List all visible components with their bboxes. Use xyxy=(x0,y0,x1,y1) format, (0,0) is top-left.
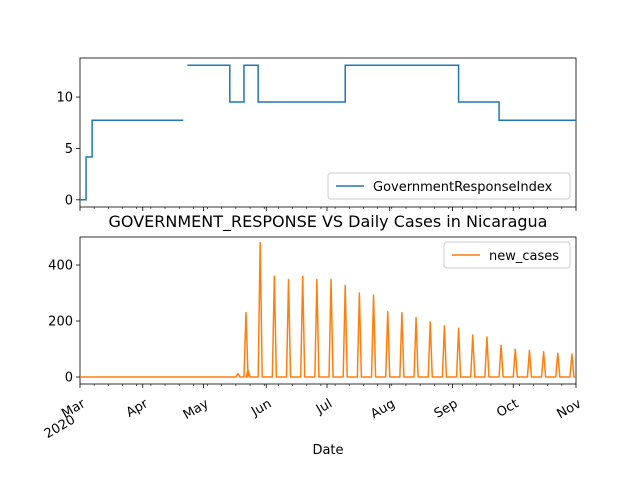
bottom-series-lines xyxy=(80,241,576,378)
chart-title: GOVERNMENT_RESPONSE VS Daily Cases in Ni… xyxy=(109,212,548,232)
top-series-line xyxy=(80,119,184,201)
top-series-line xyxy=(187,64,576,122)
bottom-legend-label: new_cases xyxy=(489,249,559,264)
bottom-y-tick-label: 200 xyxy=(48,315,73,330)
x-tick-label: Aug xyxy=(368,396,397,422)
x-axis-label: Date xyxy=(312,443,343,458)
bottom-legend-box xyxy=(443,241,571,269)
x-tick-label: Jul xyxy=(313,396,335,417)
top-y-ticks: 0 5 10 xyxy=(56,91,80,208)
x-tick-sublabel: 2020 xyxy=(42,412,78,442)
top-y-tick-label: 0 xyxy=(65,193,73,208)
top-series-lines xyxy=(80,64,576,201)
top-x-ticks xyxy=(79,207,577,211)
x-tick-label: Nov xyxy=(555,396,585,422)
top-legend: GovernmentResponseIndex xyxy=(327,172,571,200)
bottom-series-line xyxy=(80,241,576,378)
bottom-legend: new_cases xyxy=(443,241,571,269)
bottom-y-tick-label: 400 xyxy=(48,259,73,274)
top-panel: 0 5 10 GovernmentResponseIndex xyxy=(56,57,577,211)
top-y-tick-label: 5 xyxy=(65,142,73,157)
top-plot-frame xyxy=(79,57,577,208)
bottom-y-ticks: 0 200 400 xyxy=(48,259,80,386)
x-tick-label: Jun xyxy=(248,396,274,420)
x-tick-label: Oct xyxy=(494,396,521,420)
x-tick-label: May xyxy=(181,396,212,423)
bottom-y-tick-label: 0 xyxy=(65,371,73,386)
top-y-tick-label: 10 xyxy=(56,91,73,106)
bottom-plot-frame xyxy=(79,236,577,385)
bottom-panel: GOVERNMENT_RESPONSE VS Daily Cases in Ni… xyxy=(42,212,584,458)
top-legend-box xyxy=(327,172,571,200)
x-tick-label: Sep xyxy=(432,396,461,421)
top-legend-label: GovernmentResponseIndex xyxy=(373,180,553,195)
x-tick-label: Apr xyxy=(124,396,152,421)
